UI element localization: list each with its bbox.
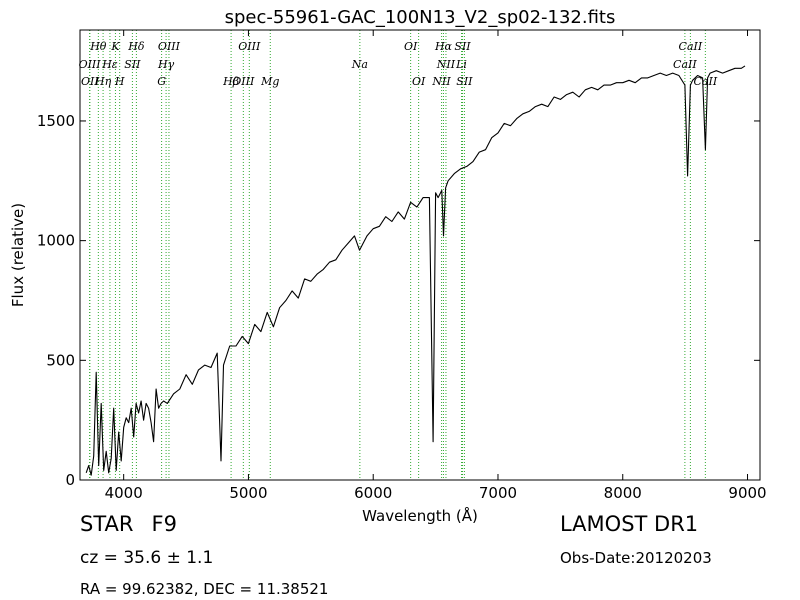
spectral-line-label: NII xyxy=(436,58,456,71)
survey-name: LAMOST DR1 xyxy=(560,512,699,536)
spectral-line-label: G xyxy=(157,75,166,88)
object-class-type: STAR xyxy=(80,512,134,536)
spectral-line-label: OIII xyxy=(238,40,261,53)
x-tick-label: 4000 xyxy=(105,484,143,502)
spectral-line-label: H xyxy=(114,75,125,88)
y-tick-label: 1500 xyxy=(37,112,75,130)
x-tick-label: 8000 xyxy=(604,484,642,502)
spectral-line-label: OIII xyxy=(79,58,102,71)
spectral-line-label: OII xyxy=(81,75,99,88)
y-axis-label: Flux (relative) xyxy=(9,203,27,307)
spectral-line-label: Hθ xyxy=(89,40,107,53)
x-tick-label: 7000 xyxy=(479,484,517,502)
spectral-line-label: Li xyxy=(455,58,467,71)
spectral-line-label: K xyxy=(110,40,120,53)
plot-frame xyxy=(79,29,761,481)
spectral-line-label: Hε xyxy=(101,58,118,71)
ra-dec-coordinates: RA = 99.62382, DEC = 11.38521 xyxy=(80,580,329,598)
spectral-line-label: SII xyxy=(124,58,141,71)
spectral-line-label: CaII xyxy=(679,40,703,53)
spectral-line-label: Hη xyxy=(94,75,112,88)
spectral-line-label: Hδ xyxy=(127,40,145,53)
x-tick-label: 6000 xyxy=(354,484,392,502)
object-subclass: F9 xyxy=(151,512,177,536)
spectral-line-label: Hα xyxy=(434,40,453,53)
spectral-line-label: OIII xyxy=(158,40,181,53)
x-tick-label: 5000 xyxy=(229,484,267,502)
spectrum-line xyxy=(85,65,746,476)
spectral-line-label: Mg xyxy=(260,75,279,88)
spectral-line-label: Na xyxy=(351,58,368,71)
spectral-line-label: CaII xyxy=(694,75,718,88)
spectral-line-label: Hβ xyxy=(222,75,239,88)
spectral-line-label: NII xyxy=(431,75,451,88)
spectral-line-label: OIII xyxy=(232,75,255,88)
observation-date: Obs-Date:20120203 xyxy=(560,549,712,567)
chart-title: spec-55961-GAC_100N13_V2_sp02-132.fits xyxy=(225,7,616,28)
spectral-line-label: SII xyxy=(456,75,473,88)
object-class: STAR F9 xyxy=(80,512,195,536)
spectral-line-label: OI xyxy=(412,75,426,88)
y-tick-label: 0 xyxy=(65,471,75,489)
y-tick-label: 1000 xyxy=(37,232,75,250)
x-axis-label: Wavelength (Å) xyxy=(362,506,478,525)
spectral-line-label: Hγ xyxy=(157,58,175,71)
y-tick-label: 500 xyxy=(46,351,75,369)
spectral-line-label: OI xyxy=(404,40,418,53)
spectral-line-label: CaII xyxy=(673,58,697,71)
x-tick-label: 9000 xyxy=(728,484,766,502)
spectral-line-label: SII xyxy=(454,40,471,53)
redshift-cz: cz = 35.6 ± 1.1 xyxy=(80,548,214,568)
